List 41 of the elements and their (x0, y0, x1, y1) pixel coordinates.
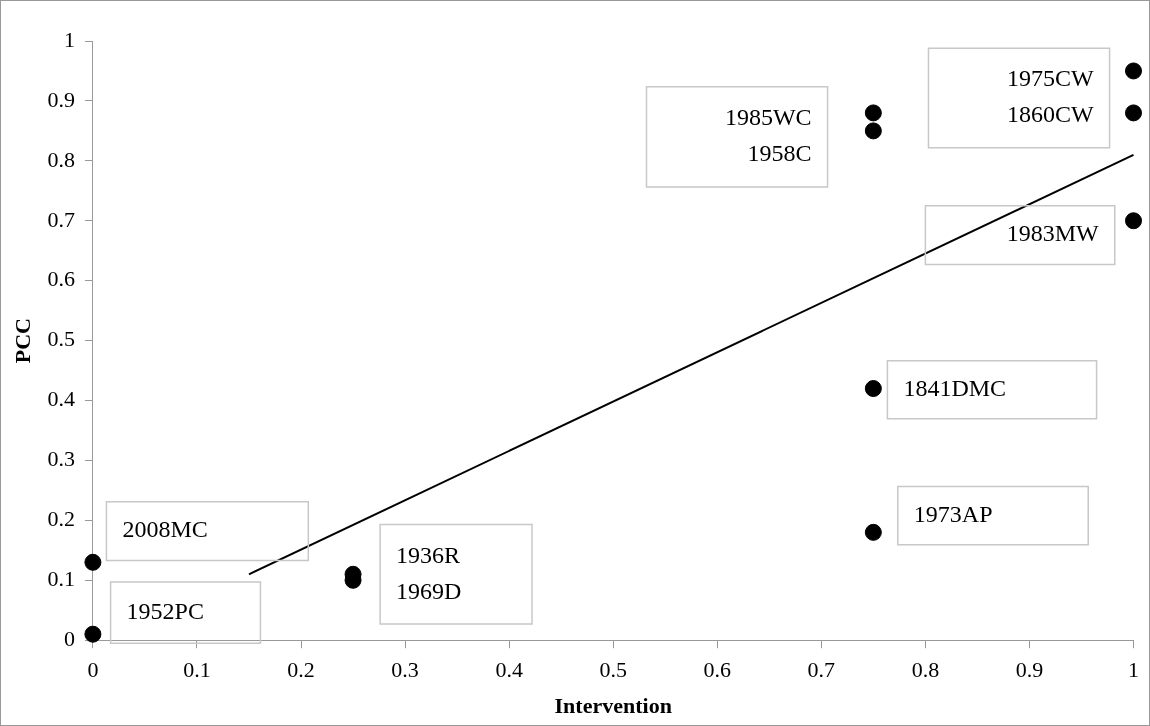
point (84, 553, 102, 571)
y-tick-label: 0.1 (47, 566, 75, 592)
y-tick-label: 0.8 (47, 146, 75, 172)
y-tick-label: 0.5 (47, 326, 75, 352)
point (1125, 212, 1142, 230)
y-axis-title: PCC (9, 317, 35, 364)
y-tick-label: 0.9 (47, 86, 75, 112)
y-tick-label: 0 (63, 625, 75, 651)
annotation: 1983MW (1006, 220, 1100, 247)
x-tick-label: 0.4 (495, 657, 523, 683)
annotation: 1985WC 1958C (724, 104, 812, 167)
y-tick-label: 1 (63, 26, 75, 52)
x-tick-label: 0.6 (703, 657, 732, 683)
annotation: 1975CW 1860CW (1006, 65, 1094, 128)
point (1125, 104, 1142, 122)
point (84, 625, 102, 643)
point (864, 380, 882, 398)
annotation: 1936R 1969D (396, 541, 462, 604)
x-tick-label: 0.7 (807, 657, 836, 683)
x-tick-label: 0.5 (599, 657, 627, 683)
point (864, 122, 882, 140)
point (864, 523, 882, 541)
x-tick-label: 0.9 (1015, 657, 1044, 683)
x-axis-title: Intervention (554, 693, 672, 719)
point (1125, 62, 1142, 80)
x-tick-label: 0.1 (183, 657, 211, 683)
point (864, 104, 882, 122)
y-tick-label: 0.3 (47, 446, 75, 472)
annotation: 2008MC (122, 516, 208, 543)
y-tick-label: 0.7 (47, 206, 75, 232)
annotation: 1841DMC (903, 375, 1007, 402)
x-tick-label: 0.2 (287, 657, 315, 683)
y-tick-label: 0.6 (47, 266, 75, 292)
y-tick-label: 0.4 (47, 386, 75, 412)
annotation: 1952PC (126, 597, 204, 624)
x-tick-label: 0.3 (391, 657, 419, 683)
annotation: 1973AP (913, 500, 993, 527)
x-tick-label: 0 (87, 657, 99, 683)
x-tick-label: 1 (1128, 657, 1139, 683)
x-tick-label: 0.8 (911, 657, 940, 683)
y-tick-label: 0.2 (47, 506, 75, 532)
